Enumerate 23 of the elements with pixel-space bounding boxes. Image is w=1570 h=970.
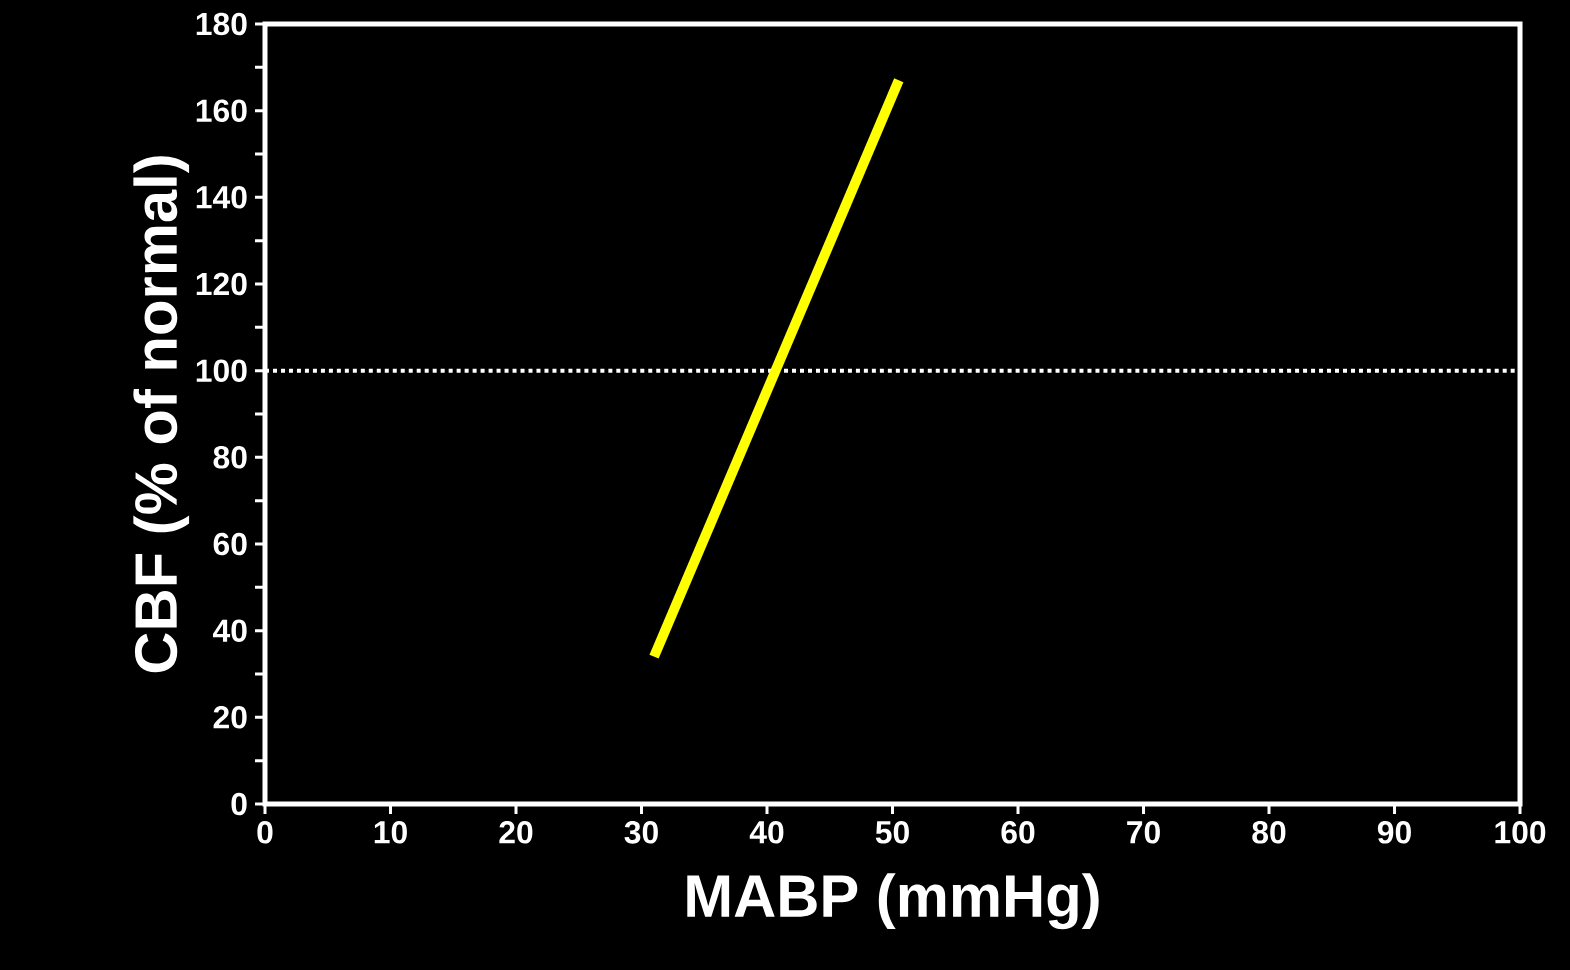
x-tick-label: 90 <box>1377 821 1411 844</box>
x-tick-label: 0 <box>257 821 273 844</box>
y-tick-label: 40 <box>212 619 247 642</box>
x-tick-label: 80 <box>1252 821 1286 844</box>
y-tick-label: 0 <box>231 792 247 816</box>
x-tick-label: 60 <box>1001 821 1035 844</box>
x-tick-label: 100 <box>1495 821 1546 844</box>
y-tick-label: 160 <box>196 99 247 122</box>
y-tick-label: 20 <box>213 706 247 729</box>
x-tick-label: 20 <box>499 821 533 844</box>
y-tick-label: 140 <box>196 186 247 209</box>
x-tick-label: 70 <box>1127 821 1160 844</box>
x-tick-label: 30 <box>624 821 658 844</box>
x-tick-label: 50 <box>875 821 909 844</box>
y-tick-label: 60 <box>213 532 247 556</box>
x-tick-label: 40 <box>749 821 784 844</box>
y-tick-label: 120 <box>196 272 247 296</box>
x-tick-label: 10 <box>374 821 407 844</box>
y-tick-label: 100 <box>196 359 247 382</box>
y-tick-label: 180 <box>196 12 247 36</box>
y-tick-label: 80 <box>213 446 247 469</box>
y-axis-title: CBF (% of normal) <box>133 156 190 673</box>
x-axis-title: MABP (mmHg) <box>687 873 1099 930</box>
